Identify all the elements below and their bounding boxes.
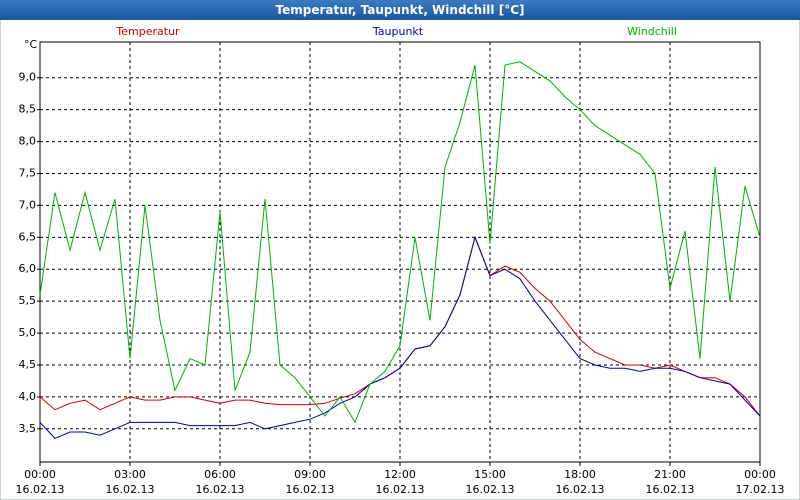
y-tick-label: 4,5 bbox=[19, 358, 37, 371]
y-tick-label: 7,5 bbox=[19, 166, 37, 179]
y-tick-label: 8,5 bbox=[19, 103, 37, 116]
x-tick-label: 09:00 bbox=[294, 468, 326, 481]
chart-title: Temperatur, Taupunkt, Windchill [°C] bbox=[276, 3, 525, 17]
x-tick-date: 16.02.13 bbox=[646, 483, 695, 496]
x-tick-date: 17.02.13 bbox=[736, 483, 785, 496]
x-tick-label: 21:00 bbox=[654, 468, 686, 481]
y-tick-label: 9,0 bbox=[19, 71, 37, 84]
x-tick-label: 12:00 bbox=[384, 468, 416, 481]
title-bar bbox=[0, 0, 800, 20]
x-tick-date: 16.02.13 bbox=[16, 483, 65, 496]
y-tick-label: 6,0 bbox=[19, 262, 37, 275]
y-tick-label: 5,0 bbox=[19, 326, 37, 339]
y-tick-label: 4,0 bbox=[19, 390, 37, 403]
y-unit: °C bbox=[24, 38, 38, 51]
x-tick-label: 00:00 bbox=[744, 468, 776, 481]
legend-entry: Windchill bbox=[627, 25, 677, 38]
x-tick-date: 16.02.13 bbox=[376, 483, 425, 496]
series-line bbox=[39, 61, 761, 424]
y-tick-label: 5,5 bbox=[19, 294, 37, 307]
y-tick-label: 3,5 bbox=[19, 422, 37, 435]
y-tick-label: 6,5 bbox=[19, 230, 37, 243]
series-line bbox=[39, 235, 761, 439]
x-tick-label: 03:00 bbox=[114, 468, 146, 481]
legend-entry: Temperatur bbox=[115, 25, 180, 38]
legend-entry: Taupunkt bbox=[372, 25, 424, 38]
x-tick-date: 16.02.13 bbox=[196, 483, 245, 496]
x-tick-label: 00:00 bbox=[24, 468, 56, 481]
x-tick-date: 16.02.13 bbox=[556, 483, 605, 496]
x-tick-date: 16.02.13 bbox=[466, 483, 515, 496]
y-tick-label: 8,0 bbox=[19, 135, 37, 148]
x-tick-label: 18:00 bbox=[564, 468, 596, 481]
x-tick-date: 16.02.13 bbox=[286, 483, 335, 496]
x-tick-label: 15:00 bbox=[474, 468, 506, 481]
x-tick-label: 06:00 bbox=[204, 468, 236, 481]
y-tick-label: 7,0 bbox=[19, 198, 37, 211]
x-tick-date: 16.02.13 bbox=[106, 483, 155, 496]
